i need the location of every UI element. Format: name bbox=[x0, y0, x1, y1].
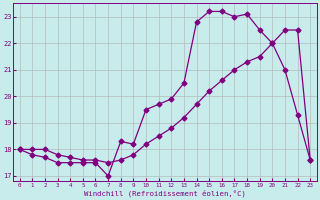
X-axis label: Windchill (Refroidissement éolien,°C): Windchill (Refroidissement éolien,°C) bbox=[84, 189, 246, 197]
